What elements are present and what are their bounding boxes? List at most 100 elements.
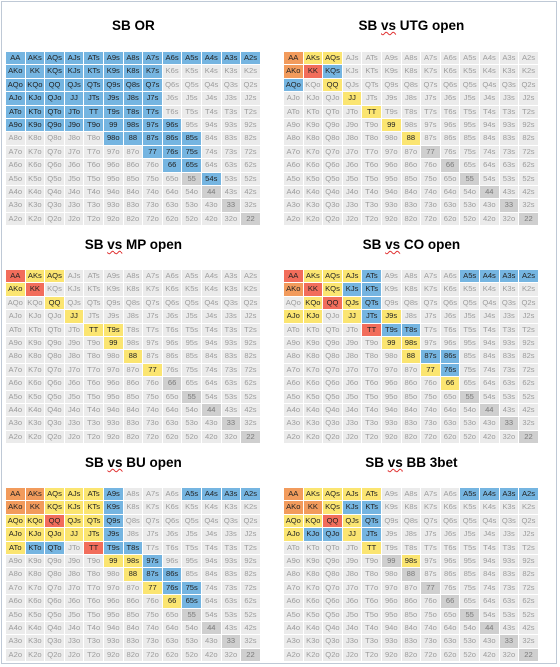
hand-cell: 99: [104, 337, 124, 351]
hand-cell: J2o: [64, 648, 85, 663]
hand-cell: 95o: [382, 172, 402, 186]
hand-cell: AJo: [284, 528, 304, 542]
hand-cell: QJo: [323, 92, 343, 106]
hand-cell: K7o: [303, 363, 324, 378]
hand-cell: A2o: [6, 212, 26, 227]
hand-cell: A4s: [202, 488, 222, 502]
panel-title: SB vs UTG open: [284, 18, 539, 33]
hand-cell: Q6s: [162, 78, 183, 93]
hand-cell: 83s: [221, 350, 242, 364]
hand-cell: Q7o: [323, 363, 343, 378]
hand-cell: AJo: [6, 528, 26, 542]
hand-cell: 73s: [221, 581, 242, 596]
hand-cell: QTo: [323, 541, 343, 555]
hand-cell: KJo: [25, 92, 46, 106]
hand-grid: AA AKs AQs AJs ATs A9s A8s A7s A6s A5s A4s A3s A2s AK…: [6, 488, 261, 663]
hand-cell: 98o: [104, 132, 124, 146]
hand-cell: A6o: [284, 595, 304, 609]
hand-cell: K3o: [25, 199, 46, 213]
hand-cell: Q6o: [45, 377, 65, 391]
hand-cell: Q5s: [182, 78, 202, 93]
hand-cell: 22: [241, 430, 261, 445]
hand-cell: 97s: [421, 555, 441, 569]
hand-cell: 54o: [182, 622, 202, 636]
hand-cell: A8s: [123, 52, 144, 66]
hand-cell: 43s: [221, 622, 242, 636]
hand-cell: KJs: [64, 65, 85, 79]
hand-cell: 43o: [480, 199, 500, 213]
hand-cell: KQs: [45, 501, 65, 515]
hand-cell: JTs: [84, 528, 104, 542]
hand-cell: KTo: [25, 323, 46, 337]
hand-cell: 95s: [460, 555, 480, 569]
hand-cell: AJs: [64, 488, 85, 502]
hand-cell: 97s: [143, 555, 163, 569]
hand-cell: K3s: [221, 501, 242, 515]
hand-cell: A9s: [382, 488, 402, 502]
hand-cell: T4o: [362, 622, 382, 636]
hand-cell: T8o: [84, 132, 104, 146]
hand-cell: Q9s: [104, 78, 124, 93]
hand-cell: 52o: [460, 430, 480, 445]
hand-cell: JTo: [64, 323, 85, 337]
hand-cell: Q2o: [323, 430, 343, 445]
hand-cell: 72o: [143, 212, 163, 227]
hand-cell: 66: [440, 159, 461, 173]
hand-cell: K9s: [382, 501, 402, 515]
hand-cell: A5s: [182, 52, 202, 66]
hand-cell: JTo: [342, 541, 363, 555]
hand-cell: 86o: [123, 377, 144, 391]
hand-cell: T4o: [362, 404, 382, 418]
hand-cell: A3s: [221, 270, 242, 284]
hand-cell: T8o: [362, 568, 382, 582]
hand-cell: 84s: [480, 350, 500, 364]
hand-cell: 43s: [499, 404, 520, 418]
hand-cell: T8s: [401, 105, 422, 119]
hand-cell: 42o: [202, 430, 222, 445]
hand-cell: K3o: [303, 635, 324, 649]
hand-cell: 73o: [421, 199, 441, 213]
hand-cell: Q3s: [221, 296, 242, 311]
hand-cell: 66: [440, 377, 461, 391]
hand-cell: Q2s: [519, 78, 539, 93]
hand-cell: 96s: [162, 337, 183, 351]
hand-cell: KJs: [342, 501, 363, 515]
hand-cell: J6s: [162, 528, 183, 542]
hand-grid: AA AKs AQs AJs ATs A9s A8s A7s A6s A5s A4s A3s A2s AK…: [6, 52, 261, 227]
hand-cell: J5o: [342, 390, 363, 404]
hand-cell: 85s: [182, 132, 202, 146]
hand-cell: J7s: [421, 528, 441, 542]
hand-cell: QTo: [45, 105, 65, 119]
hand-cell: QJo: [323, 310, 343, 324]
hand-cell: K8o: [25, 132, 46, 146]
hand-cell: QQ: [323, 514, 343, 529]
hand-cell: T5s: [460, 105, 480, 119]
hand-cell: A7s: [421, 270, 441, 284]
hand-cell: Q4o: [45, 622, 65, 636]
hand-cell: K6o: [303, 159, 324, 173]
range-panel: SB vs BU open AA AKs AQs AJs ATs A9s A8s A7s A6s A…: [6, 0, 261, 667]
hand-cell: 63o: [162, 635, 183, 649]
hand-cell: 87o: [401, 145, 422, 160]
hand-cell: K4o: [303, 622, 324, 636]
hand-cell: KK: [303, 65, 324, 79]
hand-cell: A8o: [284, 568, 304, 582]
hand-cell: J4s: [202, 528, 222, 542]
hand-cell: Q5s: [460, 514, 480, 529]
hand-cell: 93o: [382, 635, 402, 649]
hand-cell: 66: [440, 595, 461, 609]
hand-cell: AKs: [303, 52, 324, 66]
hand-cell: 93s: [221, 119, 242, 133]
hand-cell: Q6o: [45, 595, 65, 609]
hand-cell: 93o: [382, 417, 402, 431]
hand-cell: 96s: [440, 337, 461, 351]
hand-cell: AJs: [64, 270, 85, 284]
hand-cell: K5o: [303, 390, 324, 404]
hand-cell: QTo: [45, 541, 65, 555]
hand-cell: J9o: [342, 337, 363, 351]
hand-cell: T5o: [362, 608, 382, 622]
hand-cell: 42o: [202, 212, 222, 227]
hand-cell: 77: [421, 145, 441, 160]
hand-cell: 97s: [143, 119, 163, 133]
hand-cell: 83s: [499, 132, 520, 146]
